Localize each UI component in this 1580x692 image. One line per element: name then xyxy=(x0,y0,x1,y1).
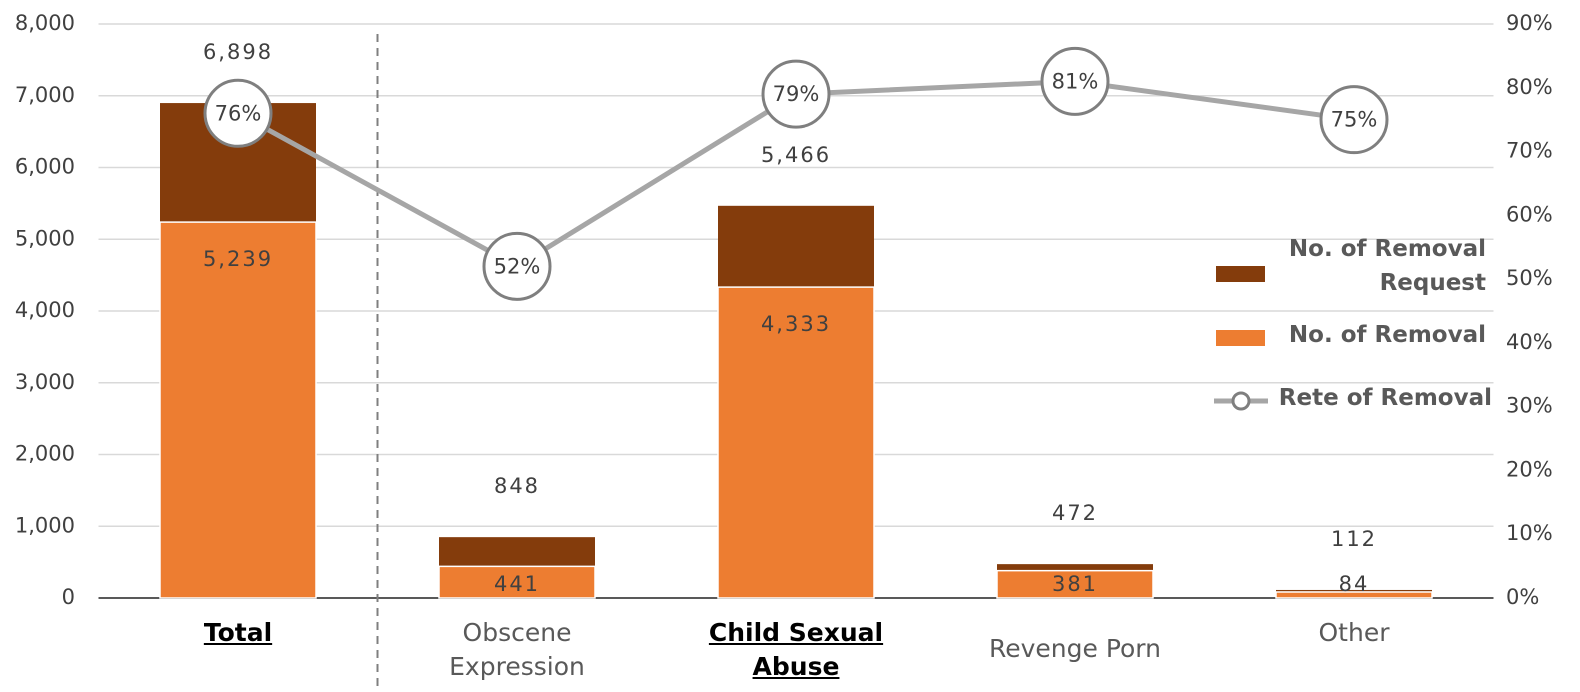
y-tick-label: 5,000 xyxy=(15,226,75,250)
value-label: 441 xyxy=(494,572,540,596)
rate-label: 79% xyxy=(773,82,820,106)
y2-tick-label: 90% xyxy=(1506,11,1553,35)
value-label: 381 xyxy=(1052,572,1098,596)
x-tick-label: Revenge Porn xyxy=(988,634,1161,663)
bar xyxy=(438,565,596,599)
rate-label: 75% xyxy=(1331,108,1378,132)
legend-swatch xyxy=(1231,391,1251,411)
bar xyxy=(1275,591,1433,599)
bar xyxy=(996,569,1154,599)
rate-marker xyxy=(1040,46,1110,116)
rate-marker xyxy=(203,78,273,148)
y-tick-label: 7,000 xyxy=(15,83,75,107)
y2-tick-label: 10% xyxy=(1506,521,1553,545)
total-label: 472 xyxy=(1052,501,1098,525)
x-tick-label: Other xyxy=(1318,618,1390,647)
legend-swatch xyxy=(1216,330,1265,346)
y-tick-label: 0 xyxy=(62,585,75,609)
y-tick-label: 3,000 xyxy=(15,370,75,394)
y2-tick-label: 40% xyxy=(1506,330,1553,354)
rate-label: 81% xyxy=(1052,69,1099,93)
x-tick-label: Total xyxy=(203,618,273,647)
y2-tick-label: 0% xyxy=(1506,585,1539,609)
value-label: 5,239 xyxy=(203,247,273,271)
bar xyxy=(717,286,875,599)
y2-tick-label: 30% xyxy=(1506,394,1553,418)
rate-marker xyxy=(482,231,552,301)
value-label: 4,333 xyxy=(761,312,831,336)
y-tick-label: 6,000 xyxy=(15,155,75,179)
total-label: 5,466 xyxy=(761,143,831,167)
rate-marker xyxy=(1319,85,1389,155)
legend-label: No. of Removal xyxy=(1288,322,1486,348)
y-tick-label: 8,000 xyxy=(15,11,75,35)
y2-tick-label: 50% xyxy=(1506,266,1553,290)
y-tick-label: 1,000 xyxy=(15,513,75,537)
rate-label: 76% xyxy=(215,101,262,125)
y2-tick-label: 80% xyxy=(1506,75,1553,99)
total-label: 848 xyxy=(494,474,540,498)
y2-tick-label: 20% xyxy=(1506,457,1553,481)
x-tick-label: Obscene Expression xyxy=(449,618,585,681)
y2-tick-label: 60% xyxy=(1506,202,1553,226)
legend-label: No. of Removal Request xyxy=(1288,236,1486,296)
bar xyxy=(159,221,317,599)
y-tick-label: 2,000 xyxy=(15,442,75,466)
legend-label: Rete of Removal xyxy=(1278,385,1492,411)
legend-swatch xyxy=(1216,266,1265,282)
total-label: 112 xyxy=(1331,527,1377,551)
y-tick-label: 4,000 xyxy=(15,298,75,322)
total-label: 6,898 xyxy=(203,40,273,64)
value-label: 84 xyxy=(1339,572,1370,596)
y2-tick-label: 70% xyxy=(1506,139,1553,163)
x-tick-label: Child Sexual Abuse xyxy=(708,618,884,681)
rate-marker xyxy=(761,59,831,129)
rate-label: 52% xyxy=(494,254,541,278)
